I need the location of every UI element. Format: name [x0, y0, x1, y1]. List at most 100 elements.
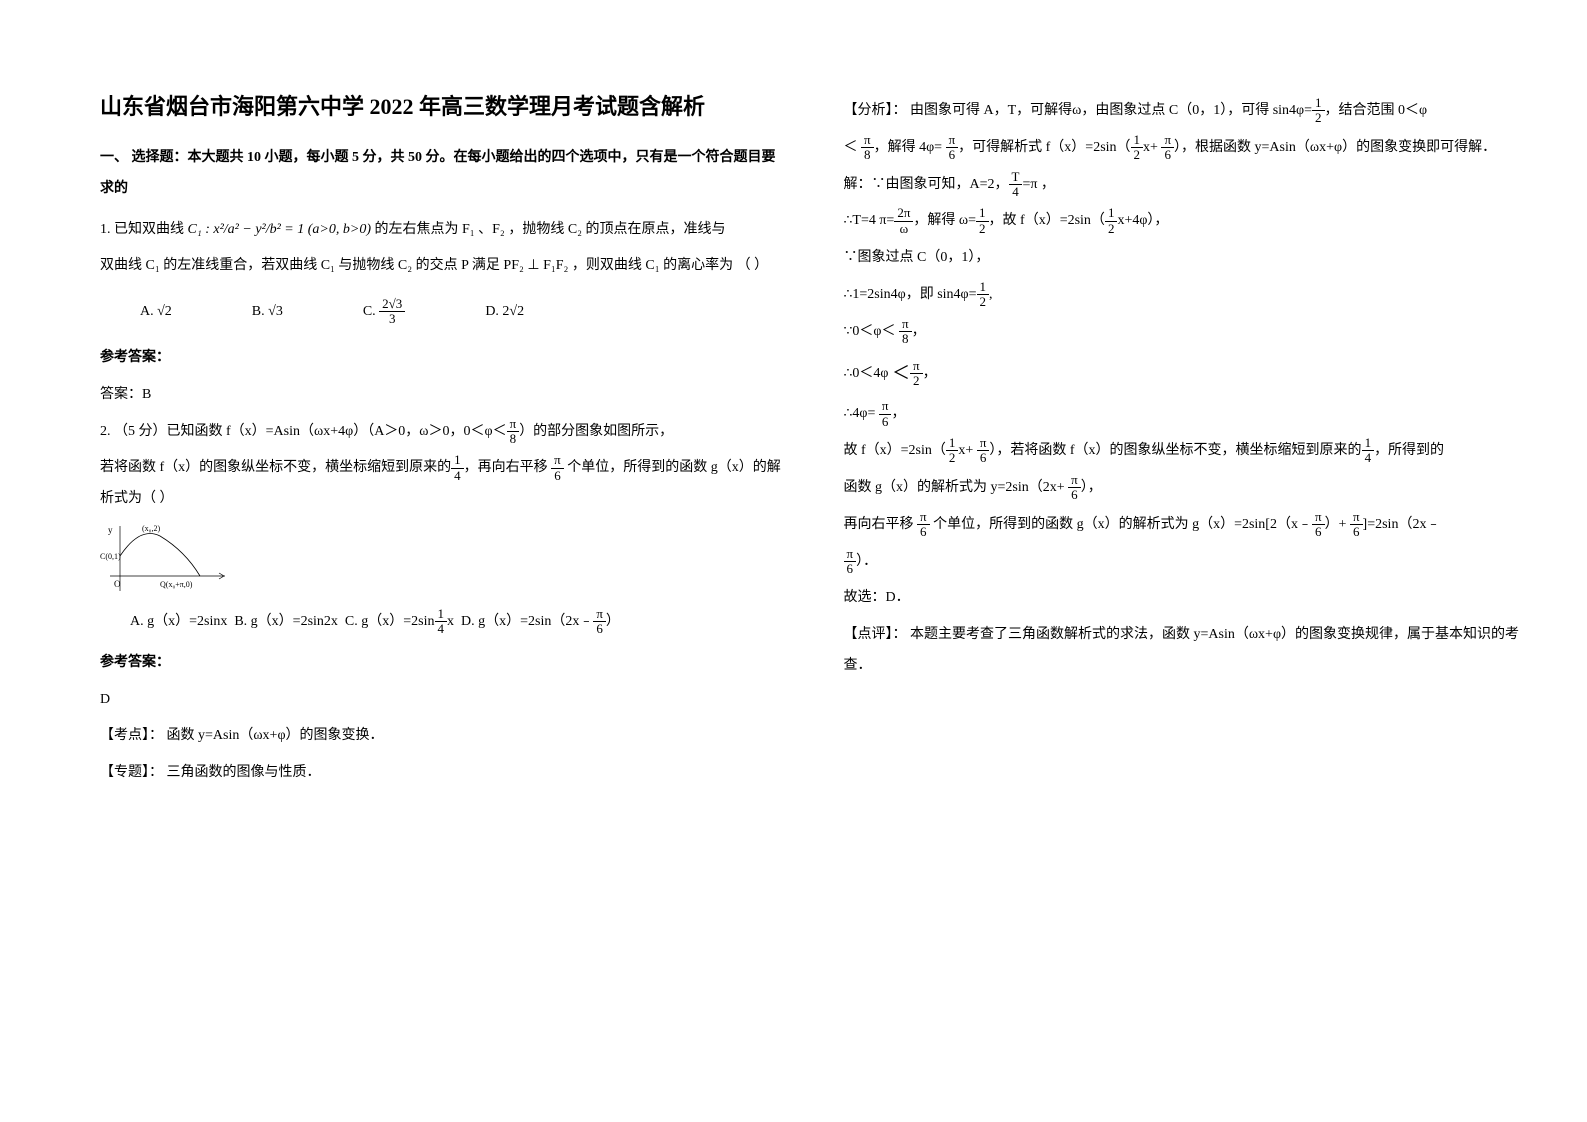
frac-den: 4 [451, 469, 464, 483]
frac-den: 2 [976, 222, 989, 236]
frac-num: π [917, 510, 930, 525]
frac-den: 2 [1105, 222, 1118, 236]
frac-den: 4 [1362, 451, 1375, 465]
frac-num: 2√3 [379, 297, 405, 312]
q1-opt-c: C. 2√33 [363, 297, 405, 328]
frac-num: 1 [976, 206, 989, 221]
frac-den: 4 [1009, 185, 1023, 199]
one-quarter: 14 [451, 453, 464, 483]
q2-kaodian: 【考点】： 函数 y=Asin（ωx+φ）的图象变换． [100, 721, 784, 752]
text: ）． [856, 554, 877, 569]
q1-options: A. √2 B. √3 C. 2√33 D. 2√2 [100, 297, 784, 328]
pi-8b: π8 [899, 317, 912, 347]
frac-den: 6 [879, 415, 892, 429]
pi-6d: π6 [977, 436, 990, 466]
frac-num: π [1312, 510, 1325, 525]
frac-num: T [1009, 170, 1023, 185]
pi-6b: π6 [1161, 133, 1174, 163]
pi-6h: π6 [1350, 510, 1363, 540]
text: ∵0＜φ＜ [844, 324, 900, 339]
frac-den: 2 [946, 451, 959, 465]
text: ），根据函数 y=Asin（ωx+φ）的图象变换即可得解． [1174, 140, 1496, 155]
t-4: T4 [1009, 170, 1023, 200]
pi-2: π2 [910, 359, 923, 389]
q2-opt-d: D. g（x）=2sin（2x﹣π6） [461, 614, 620, 629]
pi-6g: π6 [1312, 510, 1325, 540]
frac-den: 6 [1161, 148, 1174, 162]
q2-stem-b: 若将函数 f（x）的图象纵坐标不变，横坐标缩短到原来的14，再向右平移 π6 个… [100, 453, 784, 515]
frac-num: 1 [977, 280, 990, 295]
solve-6: ∴0＜4φ ＜π2， [844, 354, 1528, 394]
q1-answer: 答案：B [100, 380, 784, 411]
left-column: 山东省烟台市海阳第六中学 2022 年高三数学理月考试题含解析 一、 选择题：本… [100, 90, 814, 1082]
text: 解：∵由图象可知，A=2， [844, 177, 1009, 192]
q1-text-b: 的左右焦点为 F₁ 、F₂ ，抛物线 C₂ 的顶点在原点，准线与 [374, 222, 725, 237]
text: ω= [959, 213, 976, 228]
frac-den: 8 [507, 432, 520, 446]
q2-text-b2: ，再向右平移 [464, 460, 552, 475]
text: ]=2sin（2x﹣ [1363, 517, 1441, 532]
q1-opt-d: D. 2√2 [485, 297, 524, 328]
frac-num: π [507, 417, 520, 432]
solve-9: 函数 g（x）的解析式为 y=2sin（2x+ π6）， [844, 473, 1528, 504]
pi-6c: π6 [879, 399, 892, 429]
text: ，所得到的 [1374, 443, 1444, 458]
frac-den: 2 [1312, 111, 1325, 125]
select-d: 故选：D． [844, 583, 1528, 614]
q2-zhuanti: 【专题】： 三角函数的图像与性质． [100, 758, 784, 789]
frac-num: π [977, 436, 990, 451]
frac-num: π [1350, 510, 1363, 525]
q1-formula: C₁ : x²/a² − y²/b² = 1 (a>0, b>0) [188, 222, 371, 237]
q2-opt-c-pre: C. g（x）=2sin [345, 614, 435, 629]
q1-text-a: 1. 已知双曲线 [100, 222, 188, 237]
q2-opt-c-tail: x [447, 614, 454, 629]
text: ＜ [844, 140, 862, 155]
frac-num: π [899, 317, 912, 332]
q2-graph: y C(0,1) O Q(x₀+π,0) (x₀,2) [100, 521, 230, 601]
q2-opt-a: A. g（x）=2sinx [130, 614, 227, 629]
text: ，结合范围 0＜φ [1325, 103, 1428, 118]
pi-over-6: π6 [551, 453, 564, 483]
text: ∴4φ= [844, 406, 879, 421]
fenxi-line2: ＜ π8，解得 4φ= π6，可得解析式 f（x）=2sin（12x+ π6），… [844, 133, 1528, 164]
graph-y-label: y [108, 525, 113, 535]
q2-stem-a: 2. （5 分）已知函数 f（x）=Asin（ωx+4φ）（A＞0，ω＞0，0＜… [100, 417, 784, 448]
half3: 12 [977, 280, 990, 310]
pi-over-8: π8 [507, 417, 520, 447]
q2-opt-d-pre: D. g（x）=2sin（2x﹣ [461, 614, 593, 629]
fenxi-line1: 【分析】： 由图象可得 A，T，可解得ω，由图象过点 C（0，1），可得 sin… [844, 96, 1528, 127]
section-1-heading: 一、 选择题：本大题共 10 小题，每小题 5 分，共 50 分。在每小题给出的… [100, 143, 784, 205]
sine-graph-svg: y C(0,1) O Q(x₀+π,0) (x₀,2) [100, 521, 230, 601]
document-title: 山东省烟台市海阳第六中学 2022 年高三数学理月考试题含解析 [100, 90, 784, 123]
solve-2: ∴T=4 π=2πω，解得 ω=12，故 f（x）=2sin（12x+4φ）， [844, 206, 1528, 237]
text: π= [879, 213, 894, 228]
frac-den: 2 [977, 295, 990, 309]
frac-num: π [1068, 473, 1081, 488]
frac-den: 3 [379, 312, 405, 326]
frac-den: 6 [1068, 488, 1081, 502]
q1-ref-label: 参考答案： [100, 343, 784, 374]
text: x+4φ）， [1117, 213, 1168, 228]
q2-answer: D [100, 685, 784, 716]
right-column: 【分析】： 由图象可得 A，T，可解得ω，由图象过点 C（0，1），可得 sin… [814, 90, 1528, 1082]
frac-num: 1 [1362, 436, 1375, 451]
frac-num: π [879, 399, 892, 414]
q1-opt-a: A. √2 [140, 297, 172, 328]
frac-den: 8 [899, 332, 912, 346]
pi-6: π6 [946, 133, 959, 163]
quarter: 14 [1362, 436, 1375, 466]
q1-stem: 1. 已知双曲线 C₁ : x²/a² − y²/b² = 1 (a>0, b>… [100, 215, 784, 246]
solve-4: ∴1=2sin4φ，即 sin4φ=12, [844, 280, 1528, 311]
frac-num: 2π [894, 206, 913, 221]
frac-num: π [946, 133, 959, 148]
graph-o: O [114, 579, 121, 589]
text: ，解得 [913, 213, 959, 228]
frac-den: 2 [910, 374, 923, 388]
solve-1: 解：∵由图象可知，A=2，T4=π ， [844, 170, 1528, 201]
frac-num: π [910, 359, 923, 374]
text: ）+ [1325, 517, 1350, 532]
frac-num: 1 [946, 436, 959, 451]
text: ）， [1081, 480, 1102, 495]
frac-den: 6 [917, 525, 930, 539]
solve-7: ∴4φ= π6， [844, 399, 1528, 430]
